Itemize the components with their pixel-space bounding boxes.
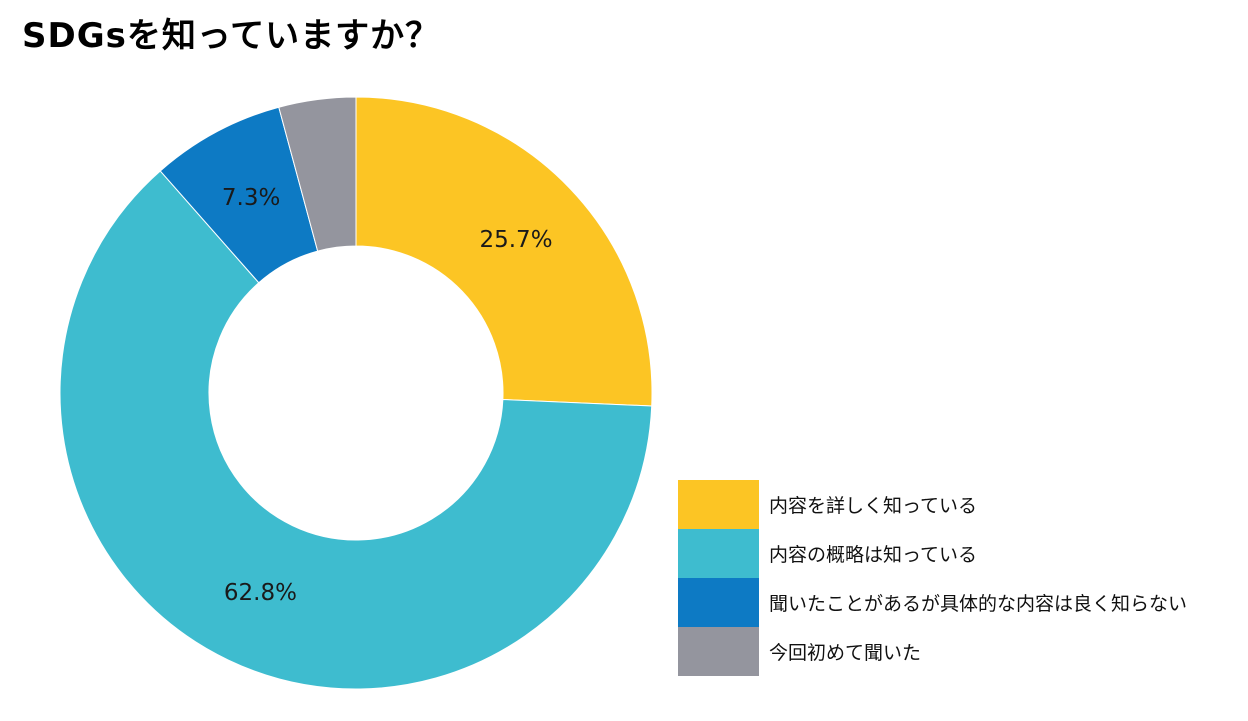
- legend-swatch-heard-only: [678, 578, 759, 627]
- legend-label-heard-only: 聞いたことがあるが具体的な内容は良く知らない: [769, 593, 1188, 615]
- slice-detailed: [355, 96, 653, 407]
- legend-label-detailed: 内容を詳しく知っている: [769, 495, 978, 517]
- legend: 内容を詳しく知っている 内容の概略は知っている 聞いたことがあるが具体的な内容は…: [678, 480, 1187, 676]
- legend-label-first-time: 今回初めて聞いた: [769, 642, 922, 664]
- legend-item-first-time: 今回初めて聞いた: [678, 627, 1187, 676]
- legend-swatch-overview: [678, 529, 759, 578]
- slice-labels-group: 25.7% 62.8% 7.3%: [222, 185, 553, 606]
- slice-overview: [59, 170, 653, 690]
- legend-item-overview: 内容の概略は知っている: [678, 529, 1187, 578]
- slice-label-detailed: 25.7%: [479, 227, 552, 253]
- legend-label-overview: 内容の概略は知っている: [769, 544, 978, 566]
- slice-first-time: [278, 96, 357, 252]
- slice-label-heard-only: 7.3%: [222, 185, 280, 211]
- donut-chart: 25.7% 62.8% 7.3%: [59, 96, 653, 690]
- chart-title: SDGsを知っていますか？: [22, 16, 441, 56]
- legend-item-detailed: 内容を詳しく知っている: [678, 480, 1187, 529]
- legend-swatch-detailed: [678, 480, 759, 529]
- slices-group: [59, 96, 653, 690]
- legend-swatch-first-time: [678, 627, 759, 676]
- legend-item-heard-only: 聞いたことがあるが具体的な内容は良く知らない: [678, 578, 1187, 627]
- slice-label-overview: 62.8%: [224, 580, 297, 606]
